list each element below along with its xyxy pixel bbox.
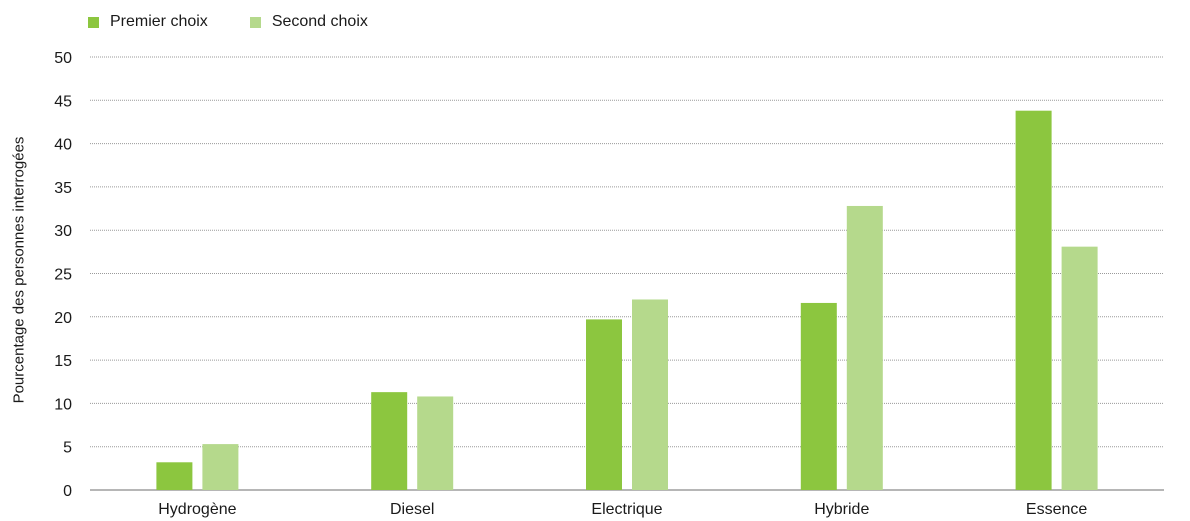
chart-legend: Premier choix Second choix xyxy=(88,13,410,31)
bar-premier-choix-hybride xyxy=(800,302,837,490)
y-tick-label-40: 40 xyxy=(54,137,72,154)
bar-second-choix-diesel xyxy=(417,396,454,490)
x-tick-label-electrique: Electrique xyxy=(591,501,662,518)
y-tick-label-35: 35 xyxy=(54,180,72,197)
y-tick-label-20: 20 xyxy=(54,310,72,327)
bar-second-choix-electrique xyxy=(632,299,668,490)
bar-premier-choix-electrique xyxy=(586,319,622,490)
y-tick-label-10: 10 xyxy=(54,396,72,413)
legend-item-premier-choix: Premier choix xyxy=(88,13,208,31)
legend-label-second-choix: Second choix xyxy=(271,13,368,30)
bar-premier-choix-diesel xyxy=(371,392,408,490)
y-tick-label-30: 30 xyxy=(54,223,72,240)
legend-label-premier-choix: Premier choix xyxy=(110,13,208,30)
bar-premier-choix-hydrogene xyxy=(156,462,193,490)
x-tick-label-hydrogene: Hydrogène xyxy=(158,501,236,518)
bar-second-choix-essence xyxy=(1061,246,1098,490)
bar-second-choix-hydrogene xyxy=(202,444,239,490)
y-tick-label-50: 50 xyxy=(54,50,72,67)
legend-item-second-choix: Second choix xyxy=(249,13,368,31)
y-tick-label-5: 5 xyxy=(63,440,72,457)
bar-second-choix-hybride xyxy=(846,205,883,490)
y-tick-label-25: 25 xyxy=(54,267,72,284)
legend-swatch-second-choix xyxy=(249,16,261,28)
y-tick-label-15: 15 xyxy=(54,353,72,370)
legend-swatch-premier-choix xyxy=(88,16,99,28)
x-tick-label-hybride: Hybride xyxy=(814,501,869,518)
bar-premier-choix-essence xyxy=(1015,110,1052,490)
x-tick-label-essence: Essence xyxy=(1026,501,1087,518)
y-tick-label-45: 45 xyxy=(54,93,72,110)
y-tick-label-0: 0 xyxy=(63,483,72,500)
x-tick-label-diesel: Diesel xyxy=(390,501,434,518)
